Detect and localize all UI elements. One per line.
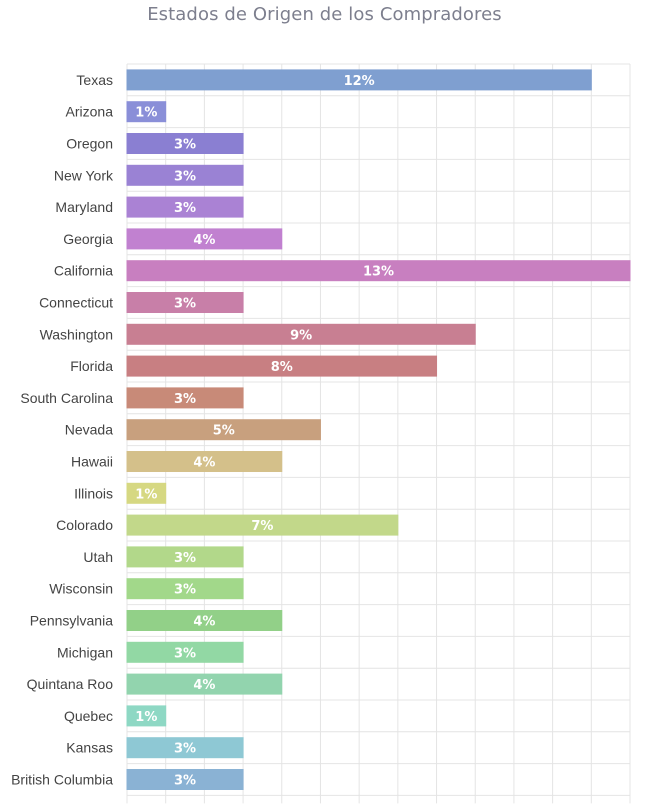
bar-value-label: 3%	[174, 583, 196, 598]
category-label: New York	[54, 167, 114, 183]
bar[interactable]	[126, 546, 244, 568]
bar-value-label: 7%	[251, 519, 273, 534]
category-label: Oregon	[66, 136, 113, 152]
bar[interactable]	[126, 164, 244, 186]
bar-value-label: 3%	[174, 201, 196, 216]
category-label: Arizona	[66, 104, 114, 120]
bar-value-label: 3%	[174, 297, 196, 312]
bar[interactable]	[126, 260, 631, 282]
bar-value-label: 1%	[135, 487, 157, 502]
bar[interactable]	[126, 387, 244, 409]
bar[interactable]	[126, 292, 244, 313]
bar[interactable]	[126, 451, 283, 472]
category-label: Wisconsin	[49, 581, 113, 597]
category-label: Utah	[83, 549, 113, 565]
bar-value-label: 4%	[193, 456, 215, 471]
category-label: Georgia	[63, 231, 113, 247]
bar-value-label: 3%	[174, 138, 196, 153]
bar[interactable]	[126, 419, 321, 441]
bar-value-label: 3%	[174, 169, 196, 184]
bar-value-label: 1%	[135, 710, 157, 725]
category-label: Kansas	[66, 740, 113, 756]
bar-value-label: 5%	[213, 424, 235, 439]
bar[interactable]	[126, 482, 167, 504]
category-label: Washington	[40, 326, 113, 342]
category-labels: Texas Arizona Oregon New York Maryland Georgi…	[11, 72, 114, 788]
chart-title: Estados de Origen de los Compradores	[147, 4, 502, 25]
bar[interactable]	[126, 673, 283, 695]
category-label: Texas	[76, 72, 113, 88]
category-label: Quebec	[64, 708, 113, 724]
bar[interactable]	[126, 133, 244, 154]
bar[interactable]	[126, 228, 283, 250]
bar[interactable]	[126, 769, 244, 790]
bar[interactable]	[126, 578, 244, 600]
category-label: Nevada	[65, 422, 113, 438]
bar[interactable]	[126, 196, 244, 218]
bar-value-label: 3%	[174, 392, 196, 407]
bar-value-label: 12%	[344, 74, 375, 89]
bar-value-label: 9%	[290, 328, 312, 343]
category-label: Colorado	[56, 517, 113, 533]
bar[interactable]	[126, 610, 283, 631]
bar-value-label: 4%	[193, 678, 215, 693]
bars: 12% 1% 3% 3% 3% 4% 13% 3% 9% 8% 3% 5% 4% 1% 7% 3% 3% 4% 3%…	[126, 69, 631, 790]
bar[interactable]	[126, 514, 399, 536]
bar-value-label: 3%	[174, 774, 196, 789]
category-label: South Carolina	[20, 390, 113, 406]
category-label: British Columbia	[11, 772, 113, 788]
bar-value-label: 13%	[363, 265, 394, 280]
category-label: Maryland	[55, 199, 113, 215]
bar[interactable]	[126, 641, 244, 663]
bar[interactable]	[126, 323, 476, 345]
bar[interactable]	[126, 705, 167, 727]
category-label: Illinois	[74, 485, 113, 501]
bar-value-label: 8%	[271, 360, 293, 375]
bar[interactable]	[126, 69, 592, 91]
bar[interactable]	[126, 101, 167, 123]
category-label: Michigan	[57, 644, 113, 660]
bar-value-label: 3%	[174, 551, 196, 566]
bar-value-label: 1%	[135, 106, 157, 121]
bar-value-label: 3%	[174, 646, 196, 661]
bar-value-label: 3%	[174, 742, 196, 757]
category-label: Florida	[70, 358, 113, 374]
bar[interactable]	[126, 355, 438, 377]
category-label: Quintana Roo	[27, 676, 114, 692]
bar[interactable]	[126, 737, 244, 759]
category-label: Connecticut	[39, 295, 113, 311]
category-label: Pennsylvania	[30, 613, 113, 629]
category-label: Hawaii	[71, 454, 113, 470]
bar-value-label: 4%	[193, 233, 215, 248]
bar-value-label: 4%	[193, 615, 215, 630]
category-label: California	[54, 263, 113, 279]
